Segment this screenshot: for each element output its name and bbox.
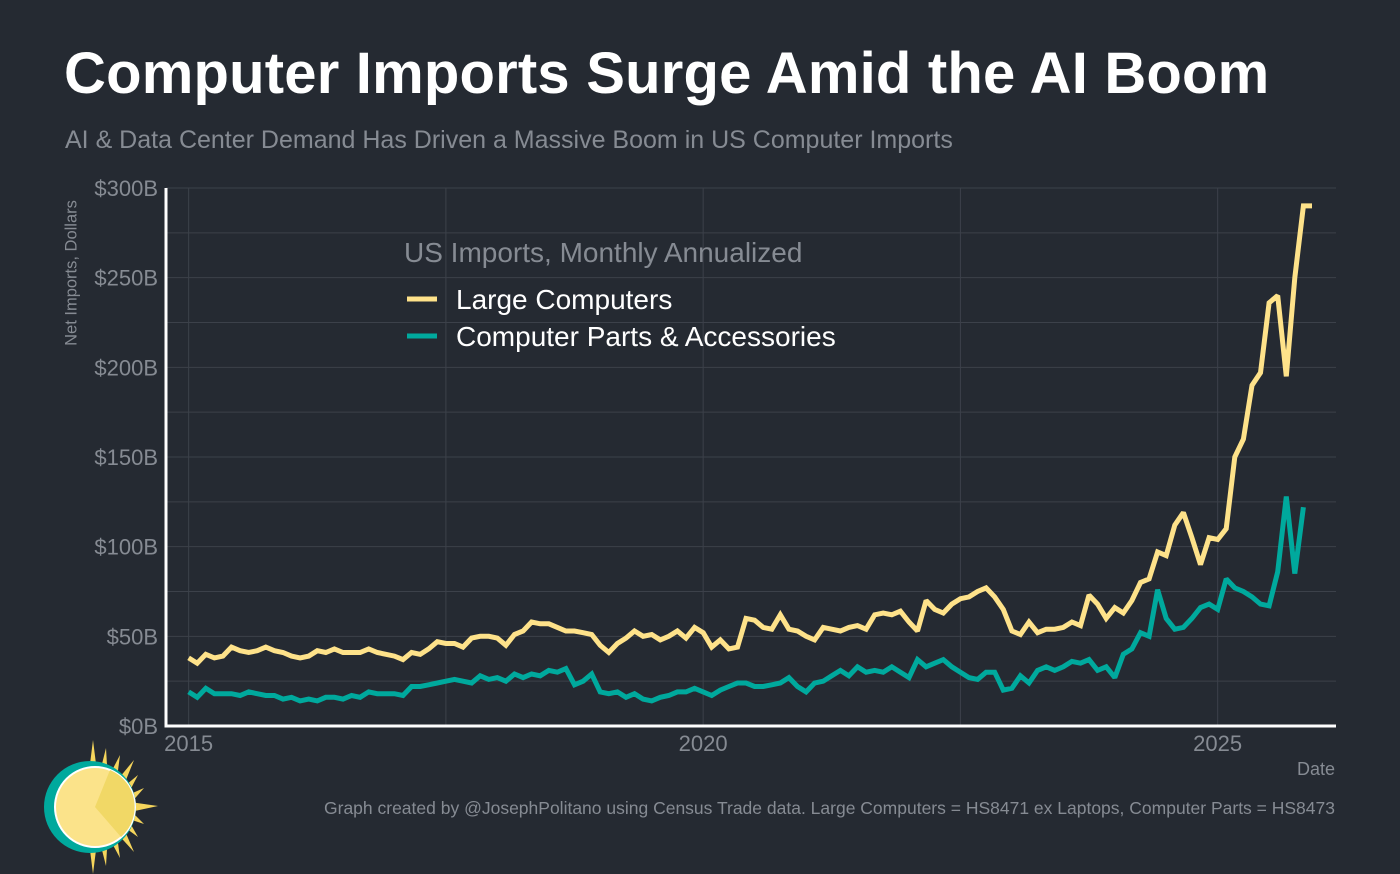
chart-title: Computer Imports Surge Amid the AI Boom bbox=[64, 41, 1270, 106]
x-axis-ticks: 2015 2020 2025 bbox=[164, 731, 1242, 756]
x-tick-label: 2025 bbox=[1193, 731, 1242, 756]
y-tick-label: $0B bbox=[119, 714, 158, 739]
y-tick-label: $200B bbox=[94, 355, 158, 380]
legend: US Imports, Monthly Annualized Large Comp… bbox=[404, 237, 836, 352]
y-tick-label: $250B bbox=[94, 266, 158, 291]
series-line-large-computers bbox=[187, 203, 1312, 667]
sun-logo-icon bbox=[44, 740, 158, 874]
series-line-computer-parts-accessories bbox=[187, 496, 1306, 704]
y-tick-label: $300B bbox=[94, 176, 158, 201]
chart-subtitle: AI & Data Center Demand Has Driven a Mas… bbox=[65, 126, 953, 154]
x-tick-label: 2015 bbox=[164, 731, 213, 756]
x-axis-title: Date bbox=[1296, 759, 1335, 779]
gridlines bbox=[166, 187, 1336, 727]
legend-title: US Imports, Monthly Annualized bbox=[404, 237, 802, 268]
source-caption: Graph created by @JosephPolitano using C… bbox=[324, 798, 1335, 818]
y-tick-label: $150B bbox=[94, 445, 158, 470]
legend-label: Computer Parts & Accessories bbox=[456, 321, 836, 352]
y-axis-ticks: $0B $50B $100B $150B $200B $250B $300B bbox=[94, 176, 158, 739]
y-tick-label: $50B bbox=[107, 624, 158, 649]
axes bbox=[164, 188, 1336, 728]
series-lines bbox=[187, 203, 1312, 704]
x-tick-label: 2020 bbox=[679, 731, 728, 756]
legend-label: Large Computers bbox=[456, 284, 672, 315]
y-tick-label: $100B bbox=[94, 535, 158, 560]
